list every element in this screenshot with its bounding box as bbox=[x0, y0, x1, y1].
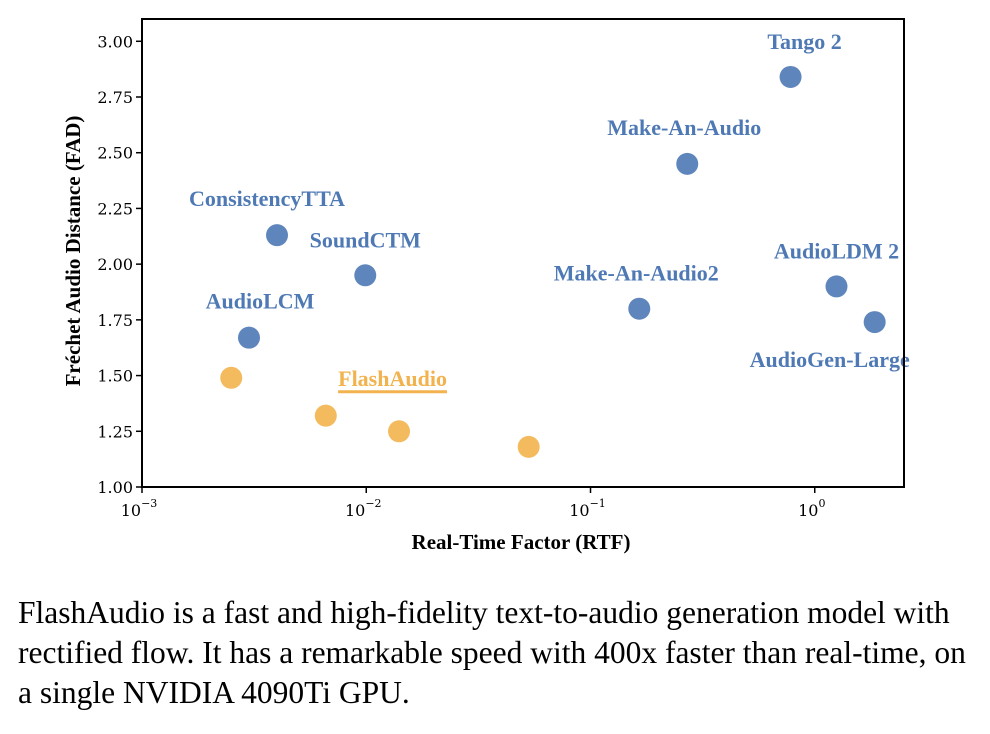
point-label: AudioLDM 2 bbox=[774, 238, 899, 263]
point-label: AudioGen-Large bbox=[750, 347, 910, 372]
point-label: ConsistencyTTA bbox=[189, 186, 345, 211]
y-tick-label: 1.25 bbox=[97, 422, 133, 441]
y-tick-label: 1.75 bbox=[97, 311, 133, 330]
flashaudio-point bbox=[517, 435, 540, 458]
x-axis-title: Real-Time Factor (RTF) bbox=[412, 530, 631, 554]
y-tick-label: 2.25 bbox=[97, 199, 133, 218]
y-tick-label: 1.00 bbox=[97, 478, 133, 497]
y-tick-label: 3.00 bbox=[97, 32, 133, 51]
flashaudio-annotation: FlashAudio bbox=[338, 366, 447, 391]
scatter-chart: 1.00 1.25 1.50 1.75 2.00 2.25 2.50 2.75 3.00 10−… bbox=[61, 18, 910, 554]
baseline-point bbox=[266, 224, 289, 247]
baseline-point bbox=[863, 311, 886, 334]
flashaudio-point bbox=[388, 420, 411, 443]
x-tick-label: 100 bbox=[798, 497, 825, 520]
baseline-point bbox=[237, 326, 260, 349]
flashaudio-point bbox=[314, 404, 337, 427]
x-tick-label: 10−1 bbox=[569, 497, 606, 520]
y-tick-label: 2.50 bbox=[97, 144, 133, 163]
point-label: AudioLCM bbox=[206, 289, 315, 314]
baseline-point bbox=[628, 297, 651, 320]
data-points bbox=[220, 65, 886, 458]
x-axis-ticks: 10−3 10−2 10−1 100 bbox=[121, 487, 825, 520]
point-label: Make-An-Audio2 bbox=[554, 261, 719, 286]
point-label: Tango 2 bbox=[767, 29, 841, 54]
baseline-point bbox=[779, 65, 802, 88]
point-labels: Tango 2 Make-An-Audio ConsistencyTTA SoundC… bbox=[189, 29, 910, 394]
figure-caption: FlashAudio is a fast and high-fidelity t… bbox=[18, 595, 966, 710]
baseline-point bbox=[354, 264, 377, 287]
y-tick-label: 2.00 bbox=[97, 255, 133, 274]
baseline-point bbox=[825, 275, 848, 298]
point-label: Make-An-Audio bbox=[607, 115, 761, 140]
baseline-point bbox=[676, 152, 699, 175]
point-label: SoundCTM bbox=[310, 227, 422, 252]
y-axis-title: Fréchet Audio Distance (FAD) bbox=[61, 116, 85, 387]
plot-frame bbox=[141, 18, 905, 488]
x-tick-label: 10−2 bbox=[345, 497, 382, 520]
y-tick-label: 1.50 bbox=[97, 367, 133, 386]
x-tick-label: 10−3 bbox=[121, 497, 158, 520]
y-tick-label: 2.75 bbox=[97, 88, 133, 107]
flashaudio-point bbox=[220, 366, 243, 389]
y-axis-ticks: 1.00 1.25 1.50 1.75 2.00 2.25 2.50 2.75 3.00 bbox=[97, 32, 142, 497]
